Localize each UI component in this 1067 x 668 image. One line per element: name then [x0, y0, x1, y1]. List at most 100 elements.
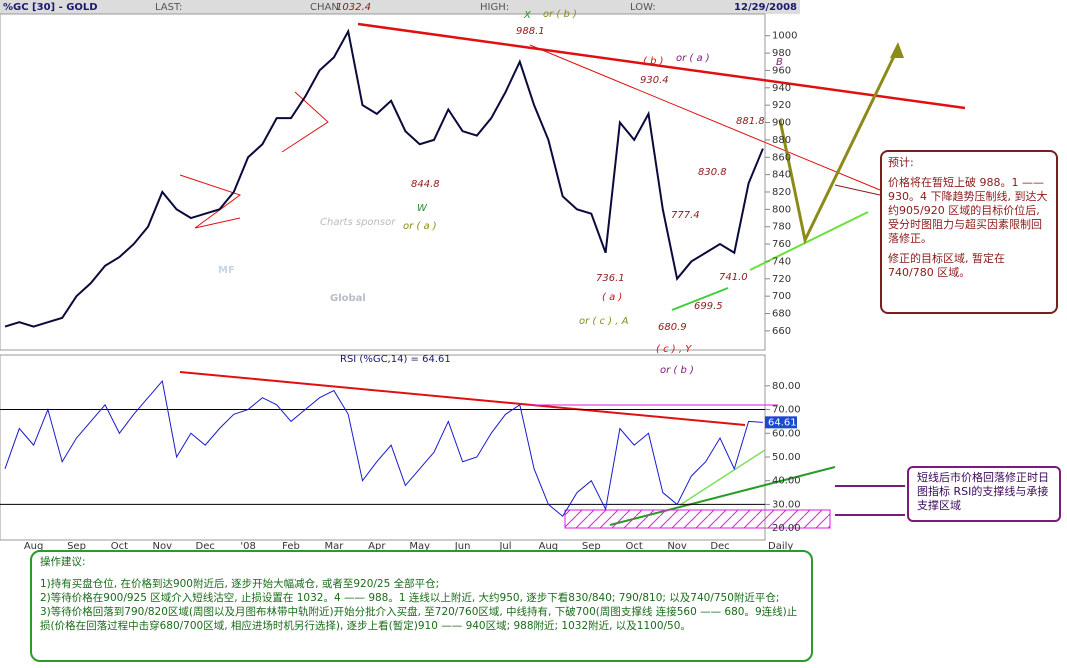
annotation: 1032.4 — [336, 2, 371, 13]
y-tick-label: 40.00 — [772, 476, 801, 487]
x-tick-label: Dec — [196, 541, 215, 552]
annotation: 881.8 — [736, 116, 765, 127]
symbol: %GC [30] - GOLD — [3, 2, 98, 13]
annotation: X — [523, 10, 532, 21]
y-tick-label: 820 — [772, 187, 791, 198]
y-tick-label: 960 — [772, 65, 791, 76]
advice-title: 操作建议: — [40, 556, 86, 568]
rsi-support — [679, 449, 766, 506]
last-value-box — [765, 416, 797, 429]
annotation: 736.1 — [596, 273, 625, 284]
y-tick-label: 920 — [772, 100, 791, 111]
header-bar — [0, 0, 800, 14]
advice-item: 1)持有买盘仓位, 在价格到达900附近后, 逐步开始大幅减仓, 或者至920/… — [40, 578, 440, 590]
x-tick-label: Apr — [368, 541, 386, 552]
support-line — [671, 287, 729, 311]
logo-mf: MF — [218, 265, 235, 276]
annotation: or ( b ) — [660, 365, 694, 376]
trend-line — [529, 44, 881, 191]
x-tick-label: Oct — [111, 541, 128, 552]
x-tick-label: May — [409, 541, 430, 552]
date: 12/29/2008 — [734, 2, 797, 13]
advice-item: 3)等待价格回落到790/820区域(周图以及月图布林带中轨附近)开始分批介入买… — [40, 606, 798, 632]
annotation: W — [417, 203, 428, 214]
y-tick-label: 860 — [772, 152, 791, 163]
y-tick-label: 740 — [772, 256, 791, 267]
y-tick-label: 800 — [772, 204, 791, 215]
y-tick-label: 50.00 — [772, 452, 801, 463]
y-tick-label: 680 — [772, 309, 791, 320]
annotation: 988.1 — [516, 26, 545, 37]
annotation: or ( b ) — [543, 9, 577, 20]
series-line — [4, 28, 764, 328]
forecast-body: 价格将在暂短上破 988。1 —— 930。4 下降趋势压制线, 到达大约905… — [888, 176, 1048, 245]
support-zone — [564, 509, 831, 529]
x-tick-label: Aug — [539, 541, 559, 552]
advice-list: 1)持有买盘仓位, 在价格到达900附近后, 逐步开始大幅减仓, 或者至920/… — [40, 577, 803, 633]
y-tick-label: 760 — [772, 239, 791, 250]
advice-box: 操作建议: 1)持有买盘仓位, 在价格到达900附近后, 逐步开始大幅减仓, 或… — [30, 550, 813, 662]
x-tick-label: Dec — [710, 541, 729, 552]
x-tick-label: Feb — [282, 541, 300, 552]
x-tick-label: Aug — [24, 541, 44, 552]
annotation: or ( a ) — [403, 221, 437, 232]
logo-global: Global — [330, 293, 366, 304]
y-tick-label: 660 — [772, 326, 791, 337]
rsi-panel — [0, 354, 766, 541]
annotation: 830.8 — [698, 167, 727, 178]
y-tick-label: 80.00 — [772, 381, 801, 392]
last-value: 64.61 — [768, 417, 797, 428]
advice-item: 2)等待价格在900/925 区域介入短线沽空, 止损设置在 1032。4 ——… — [40, 592, 780, 604]
price-panel — [0, 13, 766, 351]
y-tick-label: 60.00 — [772, 428, 801, 439]
arrow-head — [890, 42, 904, 58]
channel — [179, 174, 242, 229]
low-label: LOW: — [630, 2, 656, 13]
annotation: 741.0 — [719, 272, 748, 283]
y-tick-label: 780 — [772, 222, 791, 233]
series-line — [4, 379, 763, 518]
y-tick-label: 940 — [772, 83, 791, 94]
x-tick-label: Nov — [153, 541, 173, 552]
annotation: ( c ) , Y — [656, 344, 692, 355]
forecast-title: 预计: — [888, 156, 914, 169]
x-tick-label: Oct — [626, 541, 643, 552]
rsi-note: 短线后市价格回落修正时日图指标 RSI的支撑线与承接支撑区域 — [907, 466, 1061, 522]
annotation: 777.4 — [671, 210, 700, 221]
annotation: 844.8 — [411, 179, 440, 190]
annotation: ( a ) — [602, 292, 622, 303]
high-label: HIGH: — [480, 2, 509, 13]
rsi-title: RSI (%GC,14) = 64.61 — [340, 354, 451, 365]
y-tick-label: 980 — [772, 48, 791, 59]
y-tick-label: 1000 — [772, 31, 797, 42]
annotation: B — [776, 57, 783, 68]
forecast-path — [778, 47, 900, 245]
sponsor: Charts sponsor — [320, 217, 396, 228]
x-unit: Daily — [768, 541, 793, 552]
y-tick-label: 840 — [772, 170, 791, 181]
channel — [281, 91, 329, 153]
x-tick-label: Nov — [667, 541, 687, 552]
x-tick-label: Mar — [324, 541, 344, 552]
x-tick-label: Jun — [454, 541, 471, 552]
trend-lines — [179, 22, 966, 529]
trend-line — [357, 22, 966, 110]
y-tick-label: 20.00 — [772, 523, 801, 534]
y-tick-label: 30.00 — [772, 499, 801, 510]
y-tick-label: 900 — [772, 118, 791, 129]
x-tick-label: Jul — [498, 541, 511, 552]
rsi-trend — [179, 371, 746, 426]
change-label: CHAN — [310, 2, 339, 13]
annotation: 930.4 — [640, 75, 669, 86]
y-tick-label: 70.00 — [772, 405, 801, 416]
pointer — [834, 184, 881, 196]
annotation: or ( a ) — [676, 53, 710, 64]
x-tick-label: Sep — [67, 541, 86, 552]
support-line — [749, 211, 869, 271]
annotation: 680.9 — [658, 322, 687, 333]
y-tick-label: 700 — [772, 291, 791, 302]
x-tick-label: Sep — [582, 541, 601, 552]
x-tick-label: '08 — [240, 541, 255, 552]
